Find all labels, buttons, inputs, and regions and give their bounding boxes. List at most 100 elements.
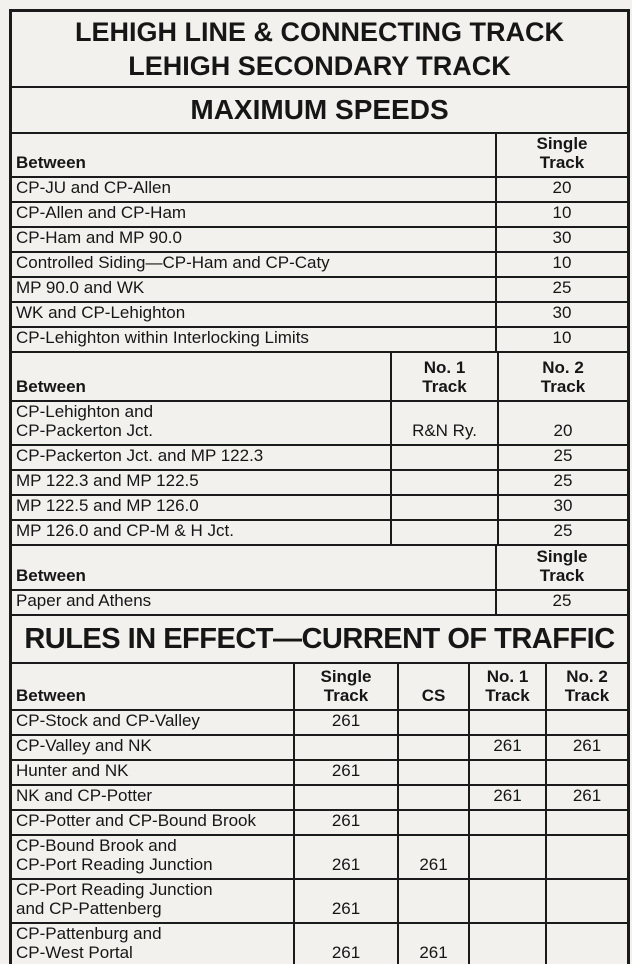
table-row: MP 90.0 and WK 25 (12, 278, 627, 303)
speed-cell: 30 (495, 303, 627, 328)
no2-track-cell (545, 711, 627, 736)
single-track-cell: 261 (293, 836, 397, 880)
no2-track-cell (545, 761, 627, 786)
speed-cell: 20 (495, 178, 627, 203)
no2-track-cell: 30 (497, 496, 627, 521)
table-row: CP-Valley and NK 261 261 (12, 736, 627, 761)
between-cell: CP-Lehighton within Interlocking Limits (12, 328, 495, 353)
max-speeds-table-no1-no2: Between No. 1 Track No. 2 Track CP-Lehig… (12, 353, 627, 546)
between-header: Between (12, 134, 495, 178)
table-row: MP 126.0 and CP-M & H Jct. 25 (12, 521, 627, 546)
rules-table: Between Single Track CS No. 1 Track No. … (12, 664, 627, 964)
table-row: NK and CP-Potter 261 261 (12, 786, 627, 811)
single-track-cell: 261 (293, 711, 397, 736)
table-row: CP-Lehighton and CP-Packerton Jct. R&N R… (12, 402, 627, 446)
between-header: Between (12, 353, 390, 402)
between-cell: NK and CP-Potter (12, 786, 293, 811)
no2-track-cell: 261 (545, 786, 627, 811)
between-cell: CP-Pattenburg and CP-West Portal (12, 924, 293, 964)
single-track-cell: 261 (293, 811, 397, 836)
no1-track-cell (390, 471, 497, 496)
between-cell: CP-Bound Brook and CP-Port Reading Junct… (12, 836, 293, 880)
table-row: CP-Pattenburg and CP-West Portal 261 261 (12, 924, 627, 964)
title-line-2: LEHIGH SECONDARY TRACK (128, 51, 511, 81)
speed-cell: 25 (495, 591, 627, 616)
between-cell: CP-Valley and NK (12, 736, 293, 761)
table-row: CP-Lehighton within Interlocking Limits … (12, 328, 627, 353)
no1-track-cell: 261 (468, 786, 545, 811)
no2-track-cell (545, 811, 627, 836)
no2-track-header: No. 2 Track (497, 353, 627, 402)
no2-track-cell: 20 (497, 402, 627, 446)
no1-track-cell (468, 880, 545, 924)
no2-track-cell: 261 (545, 736, 627, 761)
single-track-header: Single Track (495, 134, 627, 178)
between-cell: Paper and Athens (12, 591, 495, 616)
table-row: CP-Packerton Jct. and MP 122.3 25 (12, 446, 627, 471)
no1-track-cell (390, 446, 497, 471)
speed-cell: 10 (495, 253, 627, 278)
cs-cell: 261 (397, 836, 468, 880)
no2-track-cell (545, 880, 627, 924)
title-line-1: LEHIGH LINE & CONNECTING TRACK (75, 17, 564, 47)
table-header-row: Between Single Track (12, 546, 627, 591)
no1-track-cell (468, 761, 545, 786)
cs-cell (397, 736, 468, 761)
document-title: LEHIGH LINE & CONNECTING TRACK LEHIGH SE… (12, 12, 627, 88)
cs-cell (397, 811, 468, 836)
no2-track-header: No. 2 Track (545, 664, 627, 711)
table-row: Controlled Siding—CP-Ham and CP-Caty 10 (12, 253, 627, 278)
max-speeds-table-paper-athens: Between Single Track Paper and Athens 25 (12, 546, 627, 616)
table-row: Hunter and NK 261 (12, 761, 627, 786)
maximum-speeds-heading: MAXIMUM SPEEDS (12, 88, 627, 134)
no1-track-cell: 261 (468, 736, 545, 761)
no1-track-header: No. 1 Track (390, 353, 497, 402)
table-row: CP-Bound Brook and CP-Port Reading Junct… (12, 836, 627, 880)
cs-cell (397, 880, 468, 924)
table-row: CP-Ham and MP 90.0 30 (12, 228, 627, 253)
speed-cell: 25 (495, 278, 627, 303)
between-cell: CP-Stock and CP-Valley (12, 711, 293, 736)
table-header-row: Between Single Track (12, 134, 627, 178)
cs-cell (397, 786, 468, 811)
between-cell: CP-Allen and CP-Ham (12, 203, 495, 228)
single-track-cell (293, 736, 397, 761)
table-row: CP-Stock and CP-Valley 261 (12, 711, 627, 736)
max-speeds-table-single-track: Between Single Track CP-JU and CP-Allen … (12, 134, 627, 353)
table-row: CP-Potter and CP-Bound Brook 261 (12, 811, 627, 836)
no2-track-cell (545, 836, 627, 880)
cs-header: CS (397, 664, 468, 711)
between-header: Between (12, 664, 293, 711)
no2-track-cell: 25 (497, 471, 627, 496)
between-cell: CP-Potter and CP-Bound Brook (12, 811, 293, 836)
table-row: CP-Allen and CP-Ham 10 (12, 203, 627, 228)
single-track-cell: 261 (293, 924, 397, 964)
table-row: WK and CP-Lehighton 30 (12, 303, 627, 328)
between-cell: CP-Lehighton and CP-Packerton Jct. (12, 402, 390, 446)
between-cell: Controlled Siding—CP-Ham and CP-Caty (12, 253, 495, 278)
no1-track-cell (468, 836, 545, 880)
single-track-header: Single Track (293, 664, 397, 711)
table-row: MP 122.5 and MP 126.0 30 (12, 496, 627, 521)
cs-cell: 261 (397, 924, 468, 964)
between-cell: MP 122.3 and MP 122.5 (12, 471, 390, 496)
no1-track-cell (468, 924, 545, 964)
single-track-cell: 261 (293, 761, 397, 786)
no1-track-cell (468, 711, 545, 736)
no1-track-cell (390, 496, 497, 521)
document-frame: LEHIGH LINE & CONNECTING TRACK LEHIGH SE… (9, 9, 630, 964)
between-header: Between (12, 546, 495, 591)
between-cell: CP-Packerton Jct. and MP 122.3 (12, 446, 390, 471)
no1-track-cell (390, 521, 497, 546)
between-cell: MP 126.0 and CP-M & H Jct. (12, 521, 390, 546)
between-cell: Hunter and NK (12, 761, 293, 786)
between-cell: MP 90.0 and WK (12, 278, 495, 303)
table-header-row: Between No. 1 Track No. 2 Track (12, 353, 627, 402)
single-track-cell (293, 786, 397, 811)
single-track-cell: 261 (293, 880, 397, 924)
no1-track-header: No. 1 Track (468, 664, 545, 711)
table-row: Paper and Athens 25 (12, 591, 627, 616)
rules-in-effect-heading: RULES IN EFFECT—CURRENT OF TRAFFIC (12, 616, 627, 664)
no2-track-cell: 25 (497, 446, 627, 471)
